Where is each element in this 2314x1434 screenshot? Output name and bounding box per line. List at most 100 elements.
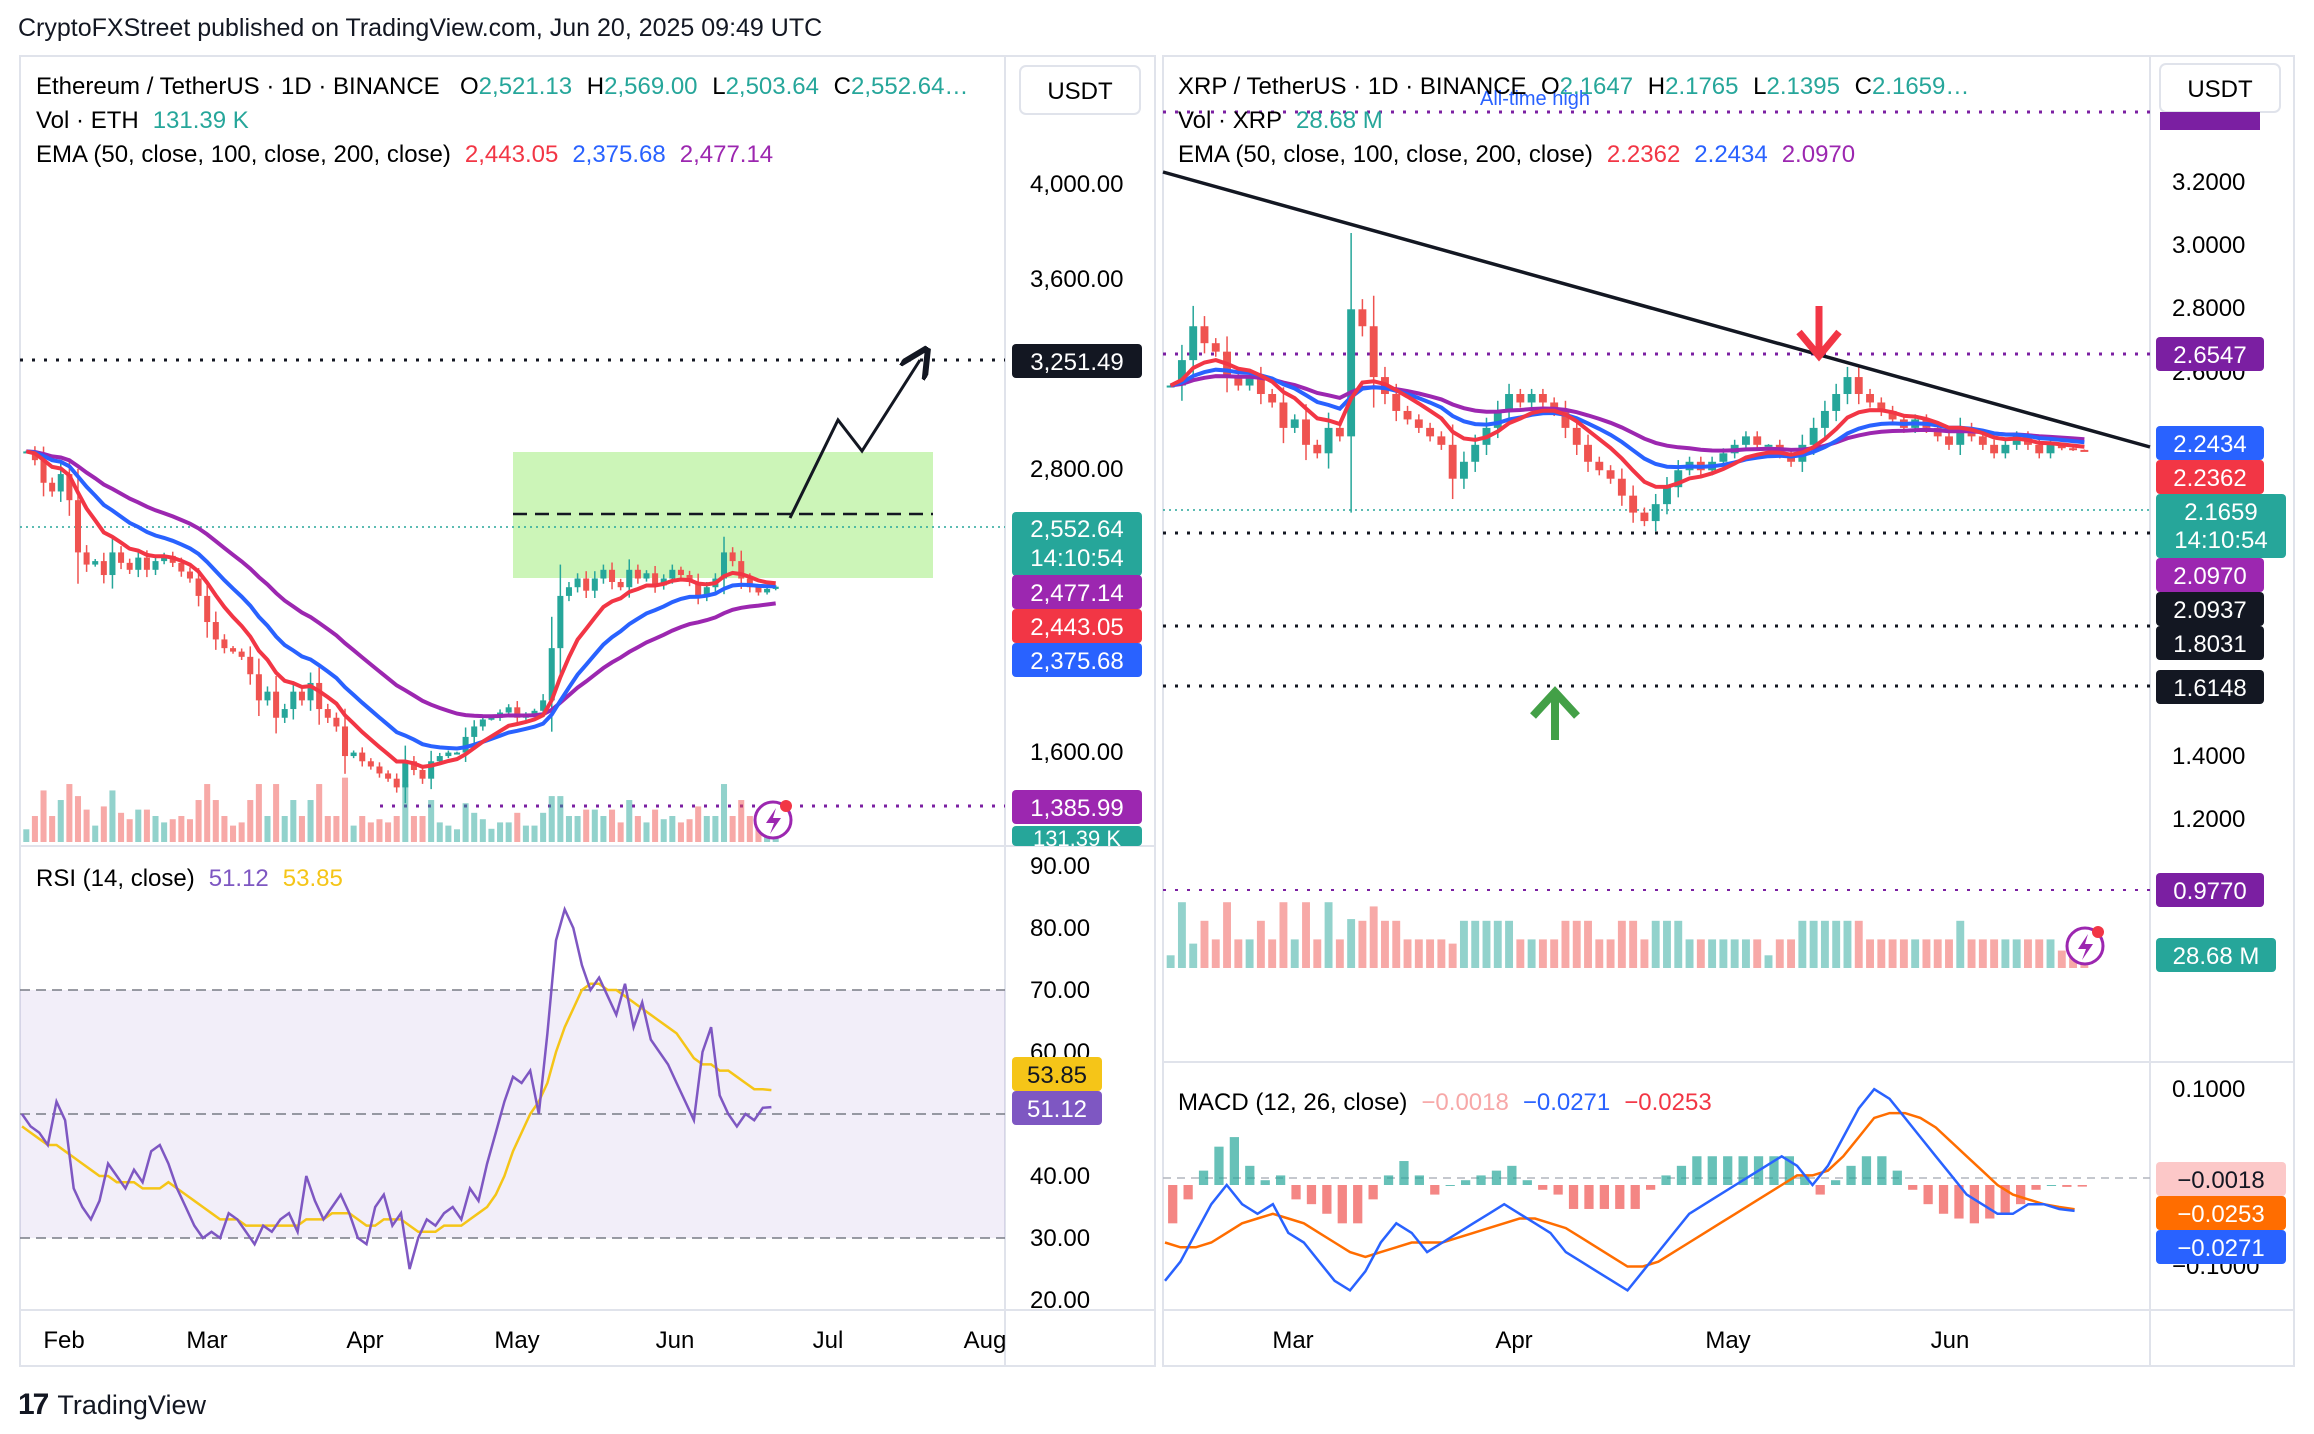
volume-bar xyxy=(1741,939,1750,968)
xrp-price-tags: 2.6547 2.2434 2.2362 2.1659 14:10:54 2.0… xyxy=(2156,337,2286,972)
volume-bar xyxy=(453,829,461,842)
volume-bar xyxy=(703,816,710,842)
macd-histogram-bar xyxy=(1522,1180,1532,1185)
candle-body xyxy=(677,569,684,576)
candle-body xyxy=(1945,436,1953,445)
eth-tag-ema200: 2,477.14 xyxy=(1030,580,1123,607)
eth-candles xyxy=(23,446,779,804)
macd-histogram-bar xyxy=(1276,1175,1286,1185)
candle-body xyxy=(1516,394,1525,403)
macd-histogram-bar xyxy=(2031,1185,2041,1190)
macd-histogram-bar xyxy=(2062,1185,2072,1187)
eth-xtick: May xyxy=(494,1327,539,1354)
candle-body xyxy=(341,726,349,757)
volume-bar xyxy=(49,816,56,842)
candle-body xyxy=(746,578,753,588)
macd-histogram-bar xyxy=(1568,1185,1579,1209)
volume-bar xyxy=(2024,939,2032,968)
candle-body xyxy=(1211,343,1220,352)
candle-body xyxy=(324,709,331,718)
candle-body xyxy=(600,569,607,579)
volume-bar xyxy=(1922,939,1931,968)
candle-body xyxy=(643,573,650,579)
macd-histogram-bar xyxy=(2000,1185,2010,1214)
candle-body xyxy=(738,561,745,579)
volume-bar xyxy=(660,819,667,842)
candle-body xyxy=(1245,377,1254,386)
volume-bar xyxy=(1482,920,1491,968)
volume-bar xyxy=(333,816,340,842)
candle-body xyxy=(316,682,323,710)
eth-rsi-ytick: 70.00 xyxy=(1030,977,1090,1004)
xrp-macd-histogram xyxy=(1168,1137,2087,1224)
volume-bar xyxy=(479,819,486,842)
volume-bar xyxy=(1753,939,1762,968)
candle-body xyxy=(212,622,219,640)
volume-bar xyxy=(385,822,392,842)
volume-bar xyxy=(376,819,383,842)
xrp-title: XRP / TetherUS · 1D · BINANCE xyxy=(1178,73,1527,100)
volume-bar xyxy=(540,812,547,842)
candle-body xyxy=(1629,495,1638,513)
candle-body xyxy=(695,581,702,596)
volume-bar xyxy=(497,822,504,842)
volume-bar xyxy=(255,784,262,842)
volume-bar xyxy=(186,819,193,842)
xrp-ytick: 1.4000 xyxy=(2172,743,2245,770)
candle-body xyxy=(2057,444,2066,449)
xrp-chart-panel: All-time high XRP / TetherUS · 1D · BINA… xyxy=(1162,55,2295,1367)
macd-histogram-bar xyxy=(1661,1175,1671,1185)
macd-histogram-bar xyxy=(1769,1156,1779,1185)
eth-rsi-legend: RSI (14, close) 51.12 53.85 xyxy=(36,865,343,892)
xrp-ytick: 3.2000 xyxy=(2172,169,2245,196)
eth-alert-icon[interactable] xyxy=(753,800,793,840)
volume-bar xyxy=(247,800,254,842)
macd-histogram-bar xyxy=(1553,1185,1563,1195)
candle-body xyxy=(540,700,547,711)
volume-bar xyxy=(1505,920,1514,968)
macd-histogram-bar xyxy=(1353,1185,1363,1224)
xrp-xtick: Jun xyxy=(1931,1327,1970,1354)
xrp-alert-icon[interactable] xyxy=(2065,926,2105,966)
volume-bar xyxy=(505,822,512,842)
volume-bar xyxy=(1268,939,1277,968)
volume-bar xyxy=(2012,939,2021,968)
volume-bar xyxy=(1854,920,1863,968)
candle-body xyxy=(2080,449,2089,452)
candle-body xyxy=(583,578,590,591)
candle-body xyxy=(178,562,185,572)
candle-body xyxy=(1335,427,1344,437)
candle-body xyxy=(1809,427,1818,445)
volume-bar xyxy=(436,822,443,842)
xrp-xtick: Apr xyxy=(1495,1327,1532,1354)
candle-body xyxy=(40,460,47,483)
volume-bar xyxy=(40,790,47,842)
xrp-down-arrow-marker xyxy=(1796,306,1842,362)
volume-bar xyxy=(1843,920,1852,968)
eth-projection-arrow xyxy=(788,360,920,519)
candle-body xyxy=(1640,512,1649,522)
macd-histogram-bar xyxy=(1985,1185,1995,1219)
volume-bar xyxy=(1234,939,1243,968)
candle-body xyxy=(1595,461,1604,471)
volume-bar xyxy=(1572,920,1581,968)
volume-bar xyxy=(1471,920,1480,968)
candle-body xyxy=(2046,444,2055,454)
volume-bar xyxy=(1527,939,1536,968)
eth-rsi-ytick: 30.00 xyxy=(1030,1225,1090,1252)
candle-body xyxy=(1403,410,1412,420)
candle-body xyxy=(1290,419,1299,428)
volume-bar xyxy=(522,825,529,842)
volume-bar xyxy=(1245,939,1254,968)
volume-bar xyxy=(2035,939,2044,968)
candle-body xyxy=(385,773,392,779)
volume-bar xyxy=(204,784,211,842)
candle-body xyxy=(281,709,288,718)
eth-currency-button[interactable] xyxy=(1019,65,1141,115)
volume-bar xyxy=(212,800,219,842)
candle-body xyxy=(152,561,159,570)
candle-body xyxy=(1166,385,1175,388)
eth-xtick: Jun xyxy=(656,1327,695,1354)
volume-bar xyxy=(729,816,736,842)
macd-histogram-bar xyxy=(1938,1185,1949,1214)
